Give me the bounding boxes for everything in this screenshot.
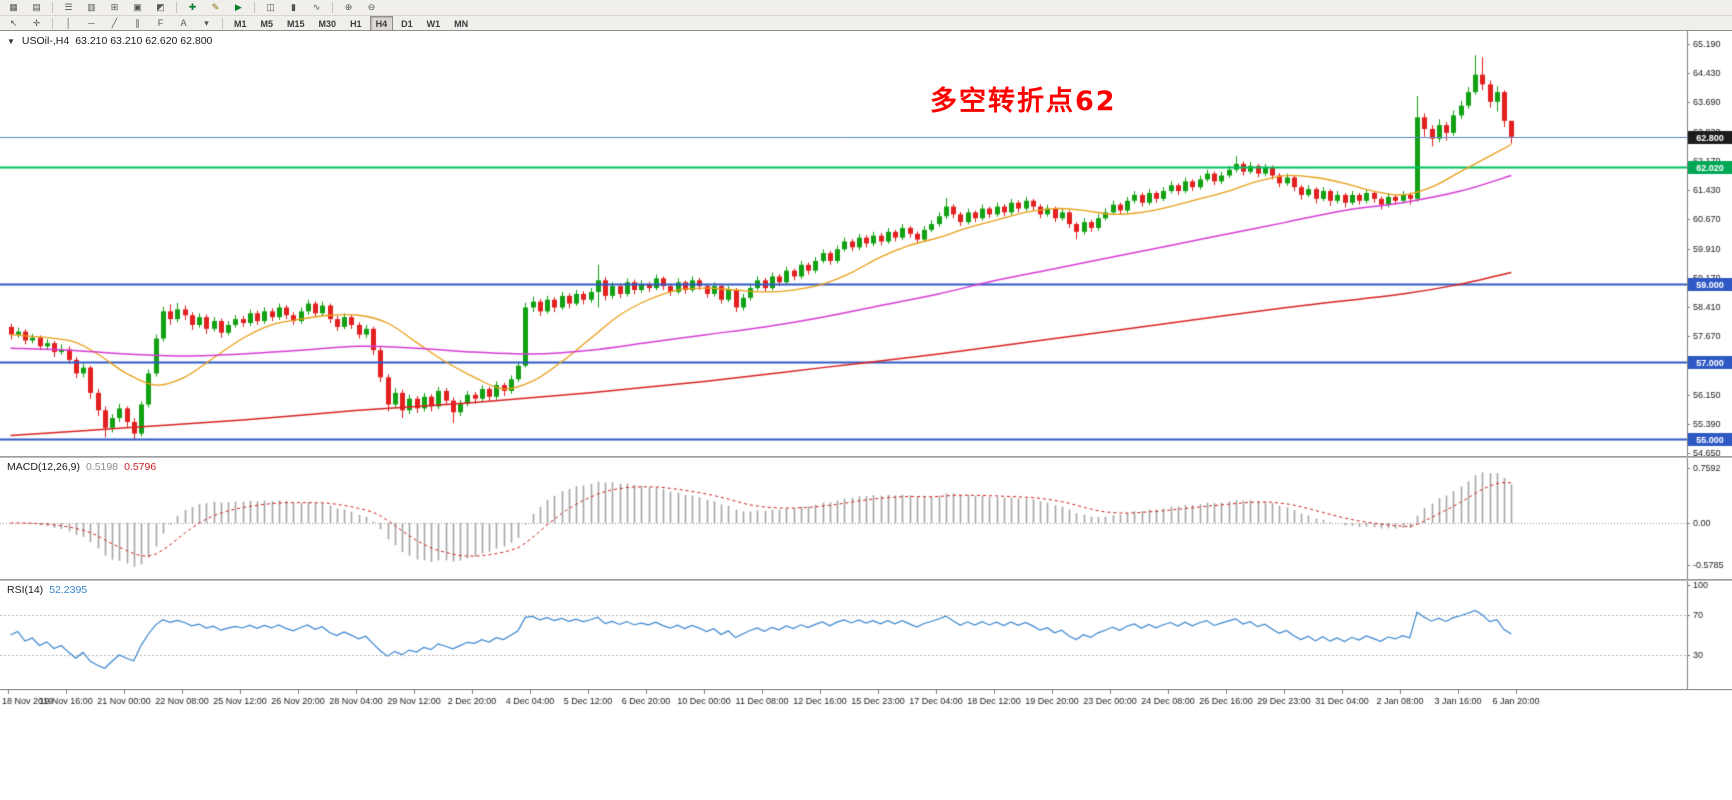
ohlc-quote: 63.210 63.210 62.620 62.800 <box>75 35 213 47</box>
timeframe-m5-button[interactable]: M5 <box>260 18 274 29</box>
strategy-tester-icon[interactable]: ◩ <box>156 2 165 12</box>
rsi-value: 52.2395 <box>49 584 88 596</box>
toolbar-separator <box>52 2 53 13</box>
zoom-in-icon[interactable]: ⊕ <box>344 2 353 12</box>
new-order-icon[interactable]: ✚ <box>188 2 197 12</box>
toolbar-separator <box>176 2 177 13</box>
toolbar-separator <box>222 18 223 29</box>
new-chart-icon[interactable]: ▦ <box>9 2 18 12</box>
macd-name: MACD(12,26,9) <box>7 461 80 473</box>
panel-separator[interactable] <box>0 456 1732 458</box>
vertical-line-icon[interactable]: │ <box>65 18 72 28</box>
toolbar-separator <box>332 2 333 13</box>
panel-separator[interactable] <box>0 579 1732 581</box>
text-label-icon[interactable]: A <box>180 18 187 28</box>
toolbar-separator <box>52 18 53 29</box>
trendline-icon[interactable]: ╱ <box>111 18 118 28</box>
rsi-indicator-label: RSI(14) 52.2395 <box>7 584 87 596</box>
macd-main-value: 0.5198 <box>85 461 119 473</box>
price-chart-canvas[interactable] <box>0 31 1732 456</box>
chart-profiles-icon[interactable]: ▤ <box>32 2 41 12</box>
bar-chart-icon[interactable]: ◫ <box>266 2 275 12</box>
timeframe-d1-button[interactable]: D1 <box>401 18 413 29</box>
timeframe-h4-button[interactable]: H4 <box>369 16 394 31</box>
data-window-icon[interactable]: ▥ <box>87 2 96 12</box>
macd-panel-canvas[interactable] <box>0 458 1732 579</box>
metaeditor-icon[interactable]: ✎ <box>211 2 220 12</box>
market-watch-icon[interactable]: ☰ <box>64 2 73 12</box>
cursor-icon[interactable]: ↖ <box>9 18 18 28</box>
toolbar-standard: ▦ ▤ ☰ ▥ ⊞ ▣ ◩ ✚ ✎ ▶ ◫ ▮ ∿ ⊕ ⊖ <box>0 0 1732 16</box>
macd-signal-value: 0.5796 <box>124 461 157 473</box>
time-axis-canvas[interactable] <box>0 689 1732 713</box>
timeframe-w1-button[interactable]: W1 <box>426 18 441 29</box>
chart-quote-line: ▼ USOil-,H4 63.210 63.210 62.620 62.800 <box>7 35 212 47</box>
autotrading-icon[interactable]: ▶ <box>235 2 242 12</box>
chart-text-annotation: 多空转折点62 <box>930 86 1117 117</box>
rsi-panel-canvas[interactable] <box>0 581 1732 689</box>
fibonacci-icon[interactable]: F <box>157 18 164 28</box>
chart-window: ▼ USOil-,H4 63.210 63.210 62.620 62.800 … <box>0 30 1732 800</box>
timeframe-m1-button[interactable]: M1 <box>234 18 247 29</box>
navigator-icon[interactable]: ⊞ <box>110 2 119 12</box>
zoom-out-icon[interactable]: ⊖ <box>367 2 376 12</box>
chart-menu-arrow-icon[interactable]: ▼ <box>7 36 15 46</box>
rsi-name: RSI(14) <box>7 584 44 596</box>
bottom-spacer <box>0 713 1732 800</box>
timeframe-h1-button[interactable]: H1 <box>350 18 362 29</box>
macd-indicator-label: MACD(12,26,9) 0.5198 0.5796 <box>7 461 156 473</box>
symbol-timeframe-label: USOil-,H4 <box>21 35 70 47</box>
timeframe-m30-button[interactable]: M30 <box>318 18 337 29</box>
horizontal-line-icon[interactable]: ─ <box>88 18 95 28</box>
arrows-dropdown-icon[interactable]: ▾ <box>204 18 209 28</box>
channel-icon[interactable]: ∥ <box>135 18 140 28</box>
timeframe-mn-button[interactable]: MN <box>454 18 469 29</box>
candlestick-chart-icon[interactable]: ▮ <box>291 2 296 12</box>
toolbar-separator <box>254 2 255 13</box>
crosshair-icon[interactable]: ✛ <box>32 18 41 28</box>
timeframe-m15-button[interactable]: M15 <box>287 18 305 29</box>
line-chart-icon[interactable]: ∿ <box>312 2 321 12</box>
terminal-icon[interactable]: ▣ <box>133 2 142 12</box>
